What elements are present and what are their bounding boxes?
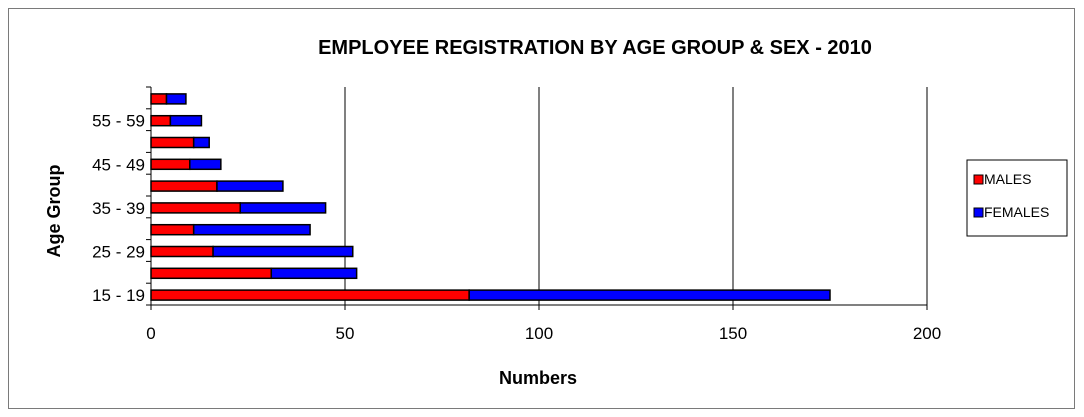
- bar-males-35-39: [150, 202, 241, 214]
- bar-males-45-49: [150, 158, 191, 171]
- x-tick-label: 0: [146, 324, 155, 343]
- bar-females-50-54: [192, 136, 210, 149]
- x-tick-label: 150: [719, 324, 747, 343]
- legend-label-males: MALES: [984, 171, 1031, 187]
- x-tick-label: 100: [525, 324, 553, 343]
- bar-males-55-59: [150, 114, 172, 127]
- bar-females-35-39: [239, 202, 327, 214]
- bar-females-45-49: [189, 158, 222, 171]
- bar-females-60-64: [165, 93, 187, 105]
- bar-males-15-19: [150, 289, 470, 301]
- x-tick-label: 200: [913, 324, 941, 343]
- legend: MALES FEMALES: [966, 159, 1068, 237]
- bar-females-25-29: [212, 245, 354, 258]
- x-tick-label: 50: [336, 324, 355, 343]
- y-axis-title: Age Group: [44, 164, 64, 257]
- legend-swatch-males: [973, 174, 984, 185]
- chart-title: EMPLOYEE REGISTRATION BY AGE GROUP & SEX…: [318, 37, 872, 59]
- bar-males-50-54: [150, 136, 195, 149]
- bar-females-40-44: [216, 180, 284, 192]
- legend-swatch-females: [973, 207, 984, 218]
- y-tick-label: 25 - 29: [92, 243, 145, 262]
- y-tick-label: 15 - 19: [92, 286, 145, 305]
- y-tick-label: 55 - 59: [92, 112, 145, 131]
- y-tick-label: 35 - 39: [92, 199, 145, 218]
- bar-males-25-29: [150, 245, 214, 258]
- legend-label-females: FEMALES: [984, 204, 1049, 220]
- plot-area: 0 50 100 150 200 15 - 19 25 - 29 35 - 39 45 - 49…: [92, 86, 941, 343]
- bar-males-30-34: [150, 223, 195, 236]
- bar-females-15-19: [468, 289, 831, 301]
- x-axis-title: Numbers: [499, 368, 577, 388]
- bar-females-20-24: [270, 267, 358, 280]
- bar-females-30-34: [192, 223, 311, 236]
- bar-males-40-44: [150, 180, 218, 192]
- legend-box: [966, 159, 1068, 237]
- bar-females-55-59: [169, 114, 203, 127]
- bar-males-60-64: [150, 93, 168, 105]
- y-tick-label: 45 - 49: [92, 155, 145, 174]
- bar-males-20-24: [150, 267, 273, 280]
